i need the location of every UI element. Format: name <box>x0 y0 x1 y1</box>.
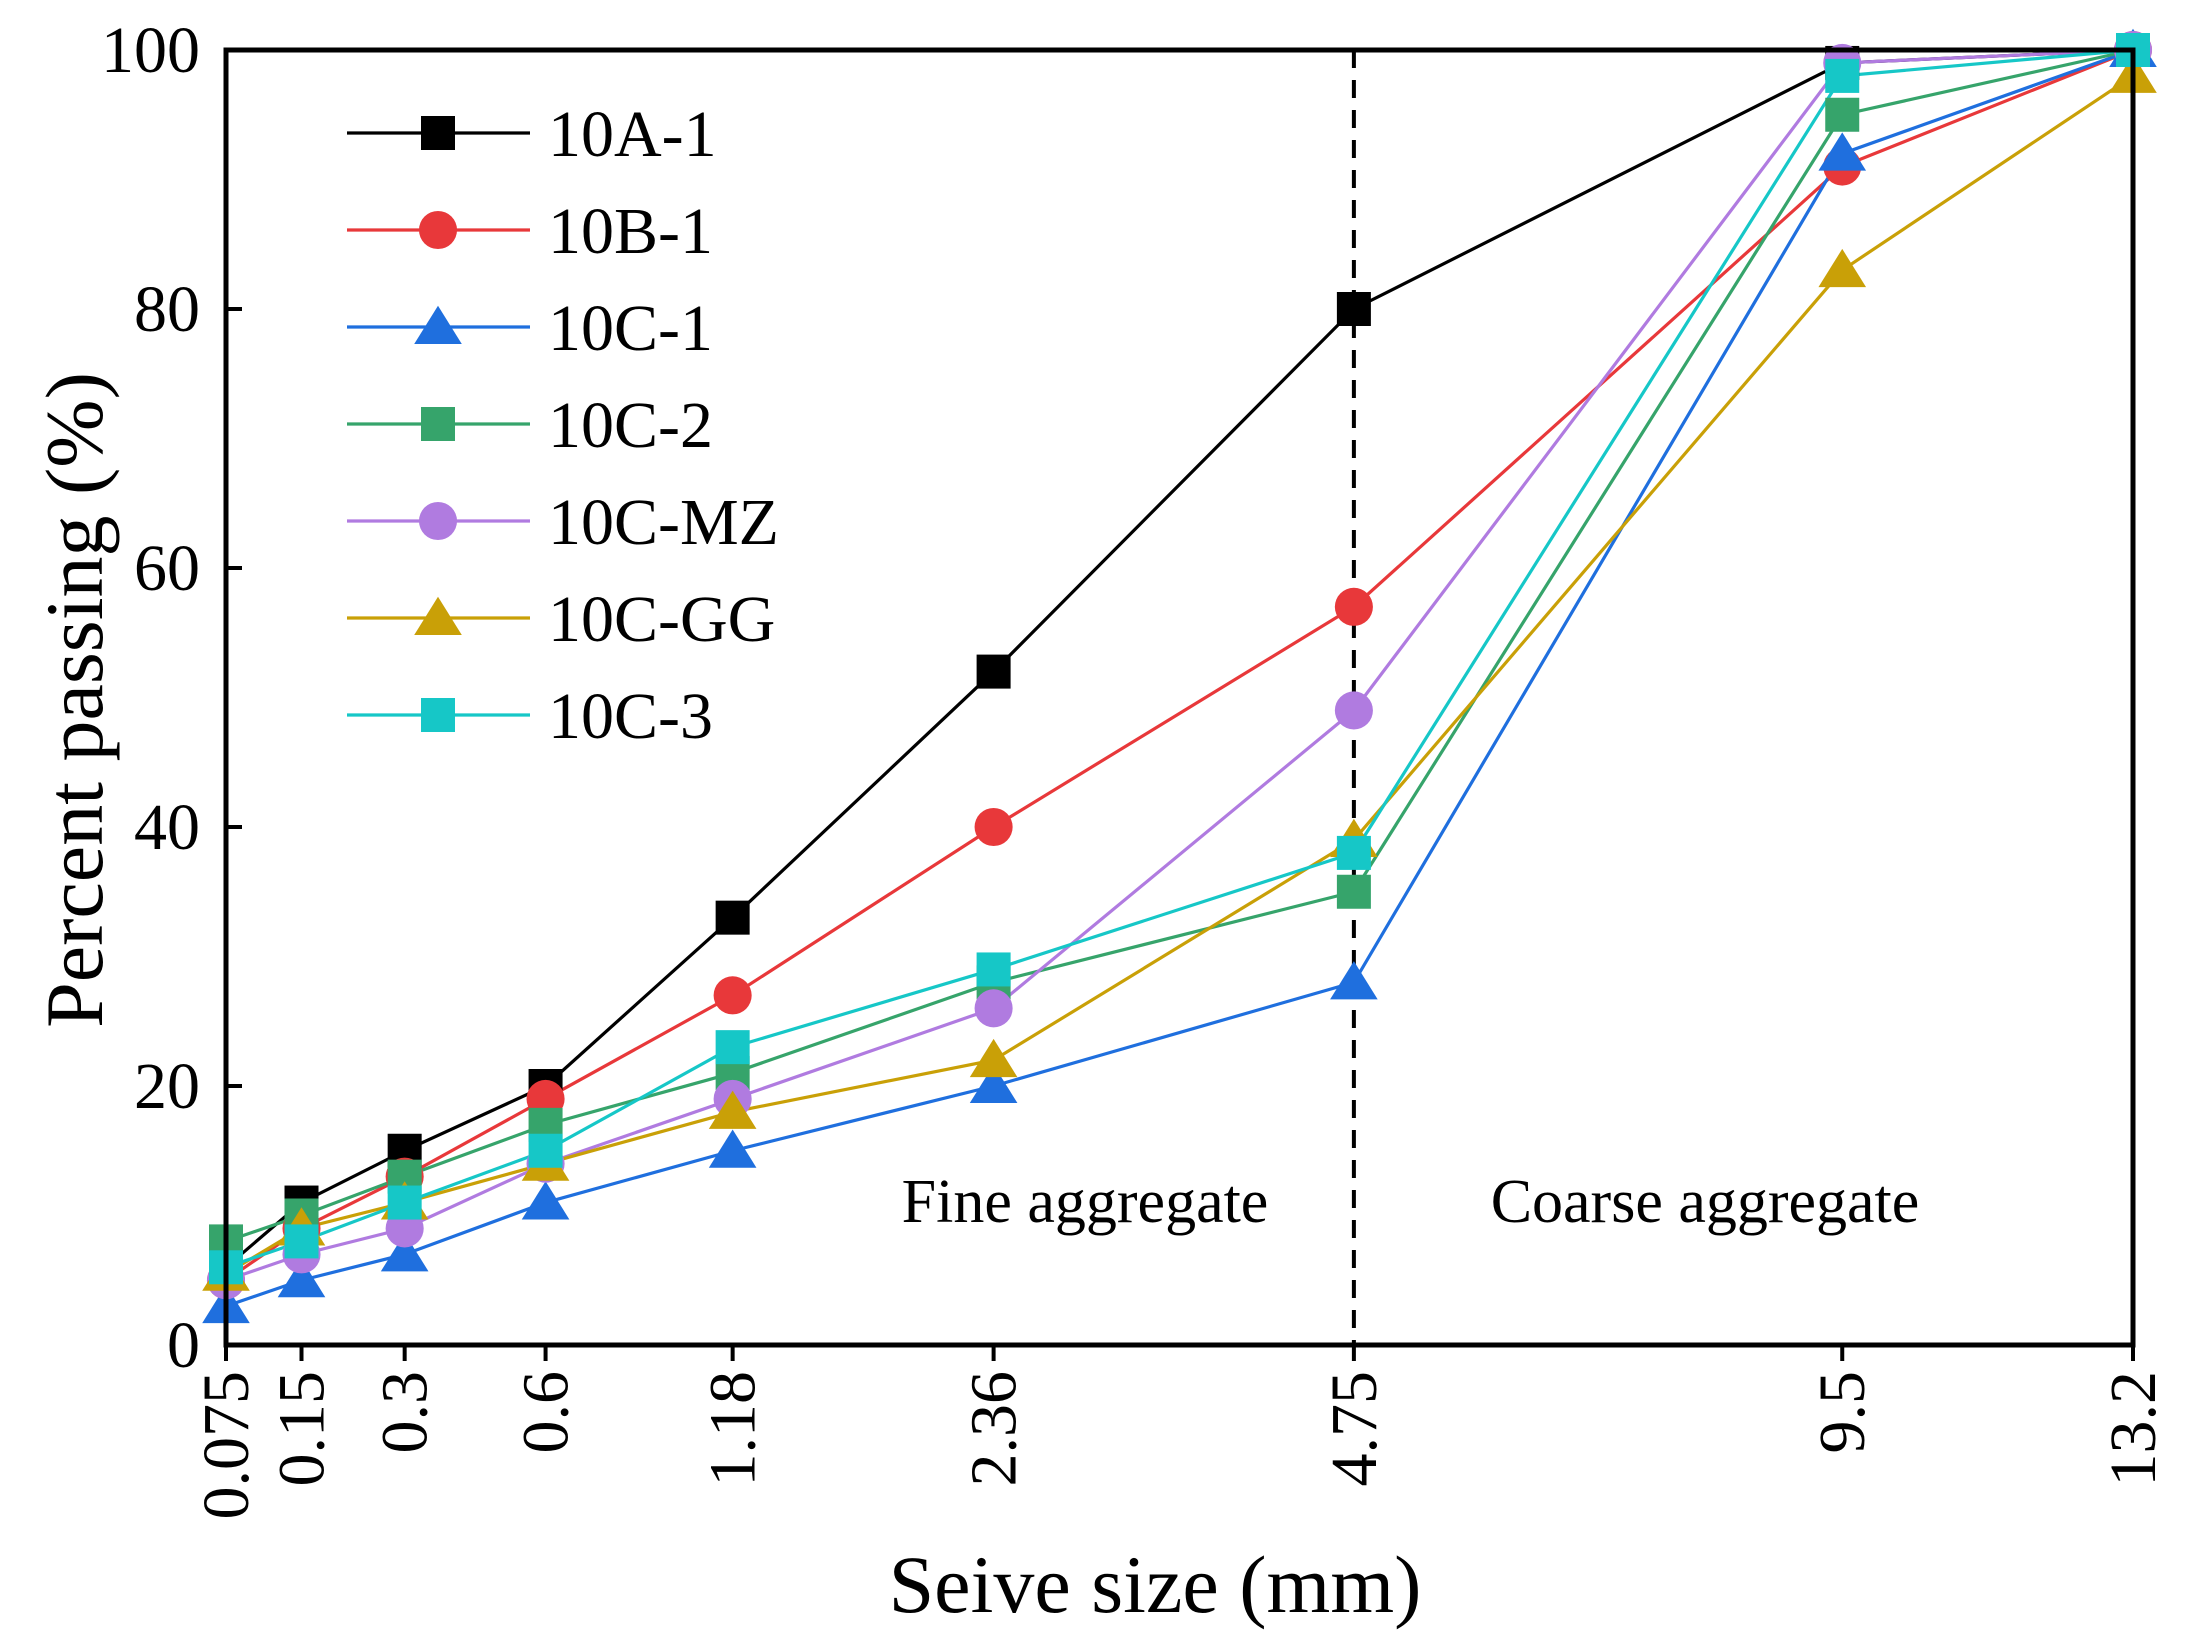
series-line-10a-1 <box>224 48 2134 1269</box>
plot-layer <box>202 28 2157 1345</box>
legend-label-10c-gg: 10C-GG <box>548 583 775 656</box>
data-point-10c-3 <box>715 1030 750 1065</box>
y-tick-label: 20 <box>134 1050 200 1123</box>
y-tick-label: 40 <box>134 791 200 864</box>
x-tick-label: 0.15 <box>266 1371 339 1487</box>
series-line-10c-mz <box>225 48 2134 1282</box>
legend-label-10c-3: 10C-3 <box>548 680 713 753</box>
data-point-10c-1 <box>708 1129 757 1168</box>
x-tick-label: 4.75 <box>1318 1371 1391 1487</box>
legend-marker-10a-1 <box>421 116 455 150</box>
data-point-10c-3 <box>284 1224 319 1259</box>
data-point-10c-1 <box>1330 961 1378 1000</box>
data-point-10c-gg <box>969 1038 1018 1078</box>
series-line-10c-3 <box>225 48 2134 1269</box>
annotation-coarse-aggregate: Coarse aggregate <box>1491 1168 1920 1236</box>
data-point-10c-3 <box>528 1133 563 1168</box>
series-line-10c-gg <box>225 74 2134 1276</box>
y-tick-label: 100 <box>101 14 200 87</box>
data-point-10c-1 <box>969 1064 1018 1103</box>
legend: 10A-1 10B-1 10C-1 10C-2 10C-MZ 10C-GG 10C-3 <box>347 98 779 753</box>
data-point-10c-gg <box>1818 248 1867 288</box>
axis-ticks: 0 20 40 60 80 100 0.075 0.15 0.3 0.6 1.18 2.36 4.75 9… <box>101 14 2170 1520</box>
data-point-10b-1 <box>713 976 752 1015</box>
x-tick-label: 0.3 <box>369 1371 442 1454</box>
y-tick-label: 80 <box>134 273 200 346</box>
axes-frame <box>223 47 2136 1348</box>
data-point-10c-3 <box>1825 58 1860 93</box>
legend-marker-10b-1 <box>418 210 458 250</box>
data-point-10c-mz <box>974 989 1013 1028</box>
legend-label-10c-1: 10C-1 <box>548 292 713 365</box>
legend-marker-10c-mz <box>418 501 458 541</box>
x-tick-label: 2.36 <box>958 1371 1031 1487</box>
x-tick-label: 1.18 <box>697 1371 770 1487</box>
data-point-10c-3 <box>1336 835 1371 870</box>
x-tick-label: 0.6 <box>510 1371 583 1454</box>
series-line-10b-1 <box>225 48 2134 1282</box>
x-tick-label: 0.075 <box>190 1371 263 1520</box>
legend-marker-10c-gg <box>414 596 462 635</box>
plot-border <box>223 47 2136 1348</box>
y-tick-label: 60 <box>134 532 200 605</box>
legend-label-10a-1: 10A-1 <box>548 98 717 171</box>
legend-label-10c-mz: 10C-MZ <box>548 486 779 559</box>
data-point-10c-1 <box>277 1259 326 1298</box>
legend-marker-10c-1 <box>414 305 462 344</box>
data-point-10c-2 <box>1336 874 1371 909</box>
x-tick-label: 13.2 <box>2097 1371 2170 1487</box>
data-point-10c-3 <box>387 1185 422 1220</box>
legend-marker-10c-3 <box>421 698 455 732</box>
data-point-10b-1 <box>1334 587 1373 626</box>
data-point-10b-1 <box>974 807 1013 847</box>
x-tick-label: 9.5 <box>1806 1371 1879 1454</box>
legend-label-10b-1: 10B-1 <box>548 195 713 268</box>
data-point-10c-3 <box>976 952 1011 987</box>
annotation-fine-aggregate: Fine aggregate <box>902 1168 1269 1236</box>
data-point-10c-mz <box>1334 691 1373 730</box>
data-point-10a-1 <box>976 654 1011 689</box>
y-axis-title: Percent passing (%) <box>29 372 120 1028</box>
data-point-10c-gg <box>708 1090 757 1129</box>
y-tick-label: 0 <box>167 1309 200 1382</box>
data-point-10c-2 <box>1825 97 1860 132</box>
legend-label-10c-2: 10C-2 <box>548 389 713 462</box>
data-point-10c-1 <box>521 1181 570 1220</box>
legend-marker-10c-2 <box>421 407 455 441</box>
data-point-10c-1 <box>1818 132 1867 171</box>
data-point-10c-1 <box>380 1233 429 1272</box>
x-axis-title: Seive size (mm) <box>889 1539 1422 1630</box>
data-point-10a-1 <box>715 900 750 935</box>
data-point-10a-1 <box>1336 292 1371 326</box>
